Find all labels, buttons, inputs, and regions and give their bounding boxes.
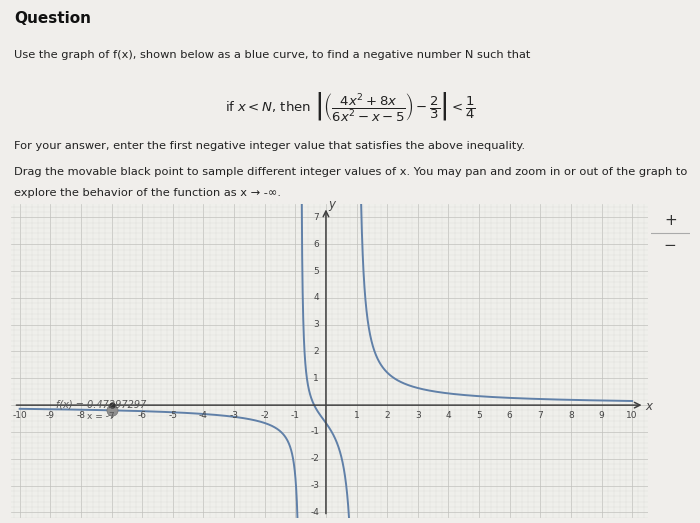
Text: -4: -4 [199, 411, 208, 420]
Text: 1: 1 [354, 411, 359, 420]
Text: -1: -1 [290, 411, 300, 420]
Text: 2: 2 [314, 347, 319, 356]
Text: Question: Question [14, 11, 91, 26]
Text: -5: -5 [168, 411, 177, 420]
Text: -9: -9 [46, 411, 55, 420]
Text: 10: 10 [626, 411, 638, 420]
Text: 1: 1 [314, 374, 319, 383]
Text: 8: 8 [568, 411, 574, 420]
Text: -3: -3 [310, 481, 319, 490]
Text: -2: -2 [310, 454, 319, 463]
Text: 6: 6 [314, 240, 319, 249]
Text: 7: 7 [538, 411, 543, 420]
Text: For your answer, enter the first negative integer value that satisfies the above: For your answer, enter the first negativ… [14, 141, 525, 151]
Text: y: y [328, 198, 335, 211]
Text: -4: -4 [310, 508, 319, 517]
Text: 3: 3 [314, 320, 319, 329]
Text: 9: 9 [598, 411, 604, 420]
Text: if $x < N$, then $\left|\left(\dfrac{4x^2 + 8x}{6x^2 - x - 5}\right) - \dfrac{2}: if $x < N$, then $\left|\left(\dfrac{4x^… [225, 90, 475, 123]
Text: -10: -10 [13, 411, 27, 420]
Text: 5: 5 [314, 267, 319, 276]
Text: 7: 7 [314, 213, 319, 222]
Text: -6: -6 [138, 411, 147, 420]
Text: -3: -3 [230, 411, 239, 420]
Text: 4: 4 [314, 293, 319, 302]
Text: Drag the movable black point to sample different integer values of x. You may pa: Drag the movable black point to sample d… [14, 167, 687, 177]
Text: f(x) = 0.47297297: f(x) = 0.47297297 [57, 399, 147, 409]
Text: x: x [645, 400, 652, 413]
Text: +: + [664, 212, 677, 228]
Text: -2: -2 [260, 411, 269, 420]
Text: -8: -8 [76, 411, 85, 420]
Text: -7: -7 [107, 411, 116, 420]
Text: explore the behavior of the function as x → -∞.: explore the behavior of the function as … [14, 188, 281, 198]
Text: 5: 5 [476, 411, 482, 420]
Text: x = -7: x = -7 [87, 412, 115, 421]
Text: 6: 6 [507, 411, 512, 420]
Text: 2: 2 [384, 411, 390, 420]
Text: 4: 4 [446, 411, 452, 420]
Text: 3: 3 [415, 411, 421, 420]
Text: -1: -1 [310, 427, 319, 437]
Text: Use the graph of f(x), shown below as a blue curve, to find a negative number N : Use the graph of f(x), shown below as a … [14, 50, 531, 61]
Text: −: − [664, 238, 677, 253]
